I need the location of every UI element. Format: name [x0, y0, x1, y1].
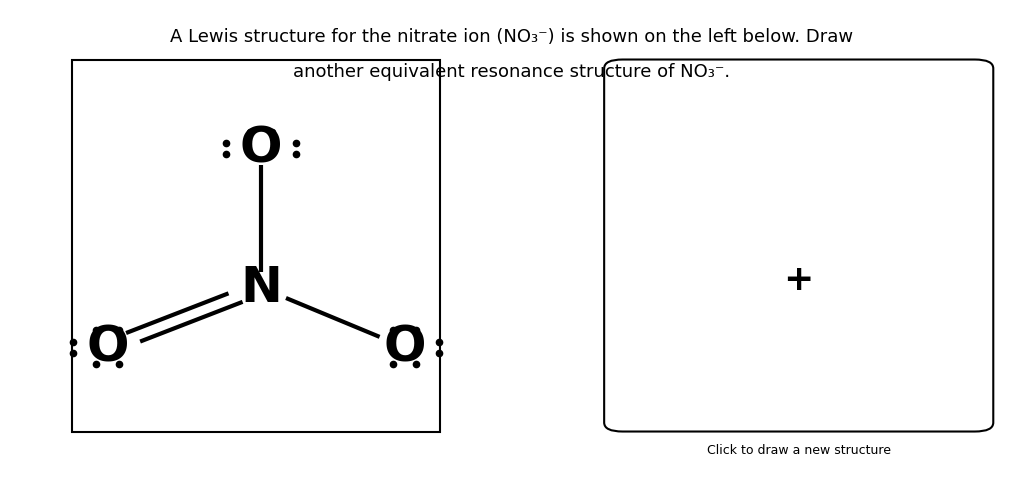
Text: Click to draw a new structure: Click to draw a new structure — [707, 444, 891, 457]
Text: O: O — [383, 323, 426, 371]
Point — [111, 360, 127, 368]
Point — [385, 326, 401, 334]
Point — [65, 349, 81, 357]
Bar — [72, 60, 440, 432]
Text: O: O — [240, 125, 283, 173]
Text: another equivalent resonance structure of NO₃⁻.: another equivalent resonance structure o… — [294, 63, 730, 81]
Text: +: + — [783, 263, 814, 297]
Point — [431, 338, 447, 346]
Text: A Lewis structure for the nitrate ion (NO₃⁻) is shown on the left below. Draw: A Lewis structure for the nitrate ion (N… — [170, 28, 854, 46]
Text: O: O — [86, 323, 129, 371]
FancyBboxPatch shape — [604, 60, 993, 432]
Point — [88, 326, 104, 334]
Point — [111, 326, 127, 334]
Point — [288, 150, 304, 158]
Point — [218, 150, 234, 158]
Point — [242, 128, 258, 136]
Point — [431, 349, 447, 357]
Point — [288, 139, 304, 147]
Point — [408, 326, 424, 334]
Point — [88, 360, 104, 368]
Point — [264, 128, 281, 136]
Point — [218, 139, 234, 147]
Point — [385, 360, 401, 368]
Point — [408, 360, 424, 368]
Point — [65, 338, 81, 346]
Text: N: N — [241, 264, 282, 311]
